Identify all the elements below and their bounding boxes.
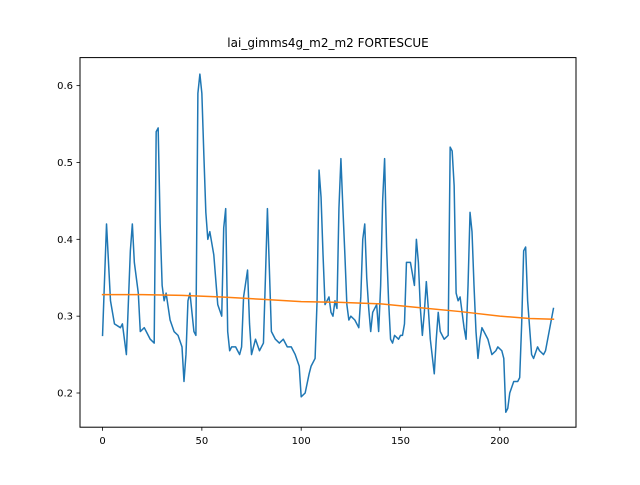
y-tick-label: 0.2: [57, 389, 73, 400]
series-2-line: [101, 293, 555, 321]
series-1-line: [101, 73, 555, 413]
y-tick-label: 0.5: [57, 158, 73, 169]
x-tick-label: 200: [490, 436, 509, 447]
x-tick-label: 100: [292, 436, 311, 447]
x-axis: 0 50 100 150 200: [99, 427, 509, 447]
x-tick-label: 150: [391, 436, 410, 447]
series-layer: [101, 73, 555, 413]
x-tick-label: 50: [195, 436, 208, 447]
x-tick-label: 0: [99, 436, 105, 447]
plot-frame: [79, 57, 577, 428]
y-tick-label: 0.3: [57, 312, 73, 323]
y-tick-label: 0.4: [57, 235, 73, 246]
y-tick-label: 0.6: [57, 81, 73, 92]
chart-title: lai_gimms4g_m2_m2 FORTESCUE: [227, 36, 428, 50]
y-axis: 0.2 0.3 0.4 0.5 0.6: [57, 81, 80, 400]
